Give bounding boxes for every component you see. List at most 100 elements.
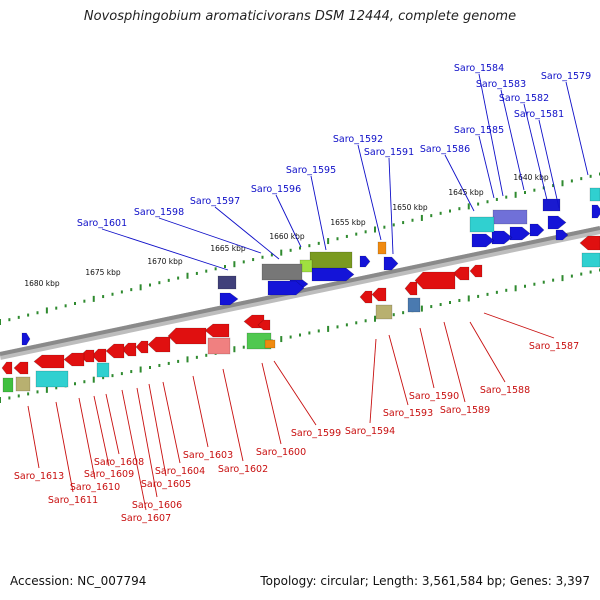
upper-track-tick bbox=[111, 292, 114, 296]
label-leader-line bbox=[78, 397, 96, 480]
reverse-gene-arrow bbox=[105, 343, 125, 359]
gene-label-saro-1595: Saro_1595 bbox=[286, 165, 336, 176]
label-leader-line bbox=[101, 228, 229, 271]
label-leader-line bbox=[443, 321, 466, 403]
upper-track-tick bbox=[186, 272, 189, 279]
label-leader-line bbox=[419, 327, 435, 389]
gene-label-saro-1584: Saro_1584 bbox=[454, 63, 504, 74]
reverse-gene-arrow bbox=[63, 352, 85, 367]
lower-track-tick bbox=[102, 376, 105, 380]
lower-track-tick bbox=[55, 386, 58, 390]
upper-track-tick bbox=[486, 200, 489, 204]
upper-track-tick bbox=[8, 318, 11, 322]
upper-track-tick bbox=[74, 302, 76, 305]
kbp-label: 1650 kbp bbox=[392, 203, 428, 212]
lower-track-tick bbox=[336, 325, 339, 329]
forward-gene-arrow bbox=[491, 230, 513, 245]
gene-label-saro-1597: Saro_1597 bbox=[190, 196, 240, 207]
forward-gene-box bbox=[492, 209, 528, 225]
reverse-gene-arrow bbox=[452, 266, 470, 281]
kbp-label: 1675 kbp bbox=[85, 268, 121, 277]
gene-label-saro-1592: Saro_1592 bbox=[333, 134, 383, 145]
lower-track-tick bbox=[177, 359, 180, 363]
label-leader-line bbox=[105, 393, 120, 455]
forward-gene-arrow bbox=[267, 280, 305, 296]
label-leader-line bbox=[55, 401, 74, 493]
lower-track-tick bbox=[486, 292, 489, 296]
upper-track-tick bbox=[336, 237, 339, 241]
gene-label-saro-1598: Saro_1598 bbox=[134, 207, 184, 218]
gene-label-saro-1583: Saro_1583 bbox=[476, 79, 526, 90]
gene-label-saro-1605: Saro_1605 bbox=[141, 479, 191, 490]
reverse-gene-arrow bbox=[121, 342, 137, 357]
forward-gene-box bbox=[542, 198, 561, 212]
gene-label-saro-1600: Saro_1600 bbox=[256, 447, 306, 458]
gene-label-saro-1586: Saro_1586 bbox=[420, 144, 470, 155]
reverse-gene-arrow bbox=[371, 287, 387, 302]
label-leader-line bbox=[523, 103, 548, 201]
label-leader-line bbox=[388, 334, 409, 406]
lower-track-tick bbox=[205, 353, 208, 357]
reverse-gene-box bbox=[96, 362, 110, 378]
upper-track-tick bbox=[374, 226, 376, 233]
forward-gene-arrow bbox=[509, 226, 531, 241]
label-leader-line bbox=[214, 206, 280, 260]
upper-track-tick bbox=[411, 218, 414, 222]
reverse-gene-arrow bbox=[359, 290, 373, 304]
label-leader-line bbox=[136, 387, 158, 498]
upper-track-tick bbox=[120, 290, 123, 294]
forward-gene-box bbox=[469, 216, 495, 233]
upper-track-tick bbox=[561, 180, 564, 187]
forward-gene-box bbox=[377, 241, 387, 255]
label-leader-line bbox=[444, 154, 475, 212]
lower-track-tick bbox=[355, 321, 358, 325]
label-leader-line bbox=[121, 389, 147, 511]
gene-label-saro-1603: Saro_1603 bbox=[183, 450, 233, 461]
forward-gene-arrow bbox=[591, 204, 600, 219]
gene-label-saro-1596: Saro_1596 bbox=[251, 184, 301, 195]
upper-track-tick bbox=[355, 232, 358, 236]
lower-track-tick bbox=[374, 315, 376, 322]
upper-track-tick bbox=[524, 191, 526, 194]
reverse-gene-arrow bbox=[579, 235, 600, 251]
reverse-gene-box bbox=[264, 339, 276, 349]
upper-track-tick bbox=[420, 214, 423, 221]
upper-track-tick bbox=[477, 202, 480, 206]
lower-track-tick bbox=[149, 366, 151, 369]
reverse-gene-box bbox=[15, 376, 31, 392]
upper-track-tick bbox=[439, 211, 442, 215]
lower-track-tick bbox=[364, 319, 367, 323]
upper-track-tick bbox=[139, 284, 142, 291]
upper-track-tick bbox=[430, 214, 433, 218]
label-leader-line bbox=[158, 217, 262, 254]
reverse-gene-arrow bbox=[147, 336, 171, 353]
lower-track-tick bbox=[45, 386, 48, 393]
lower-track-tick bbox=[402, 311, 405, 315]
lower-track-tick bbox=[514, 285, 517, 292]
upper-track-tick bbox=[467, 203, 470, 210]
reverse-gene-arrow bbox=[414, 271, 456, 290]
gene-label-saro-1601: Saro_1601 bbox=[77, 218, 127, 229]
lower-track-tick bbox=[308, 331, 311, 335]
gene-labels: Saro_1579 Saro_1581 Saro_1582 Saro_1583 Saro… bbox=[14, 63, 591, 524]
label-leader-line bbox=[148, 383, 167, 477]
lower-track-tick bbox=[467, 295, 470, 302]
forward-gene-arrow bbox=[21, 332, 31, 346]
upper-track-tick bbox=[299, 246, 301, 250]
forward-gene-arrow bbox=[471, 233, 495, 248]
lower-track-tick bbox=[327, 325, 330, 332]
lower-track-tick bbox=[130, 370, 133, 374]
gene-label-saro-1608: Saro_1608 bbox=[94, 457, 144, 468]
label-leader-line bbox=[478, 135, 495, 199]
upper-track-tick bbox=[27, 313, 30, 317]
gene-label-saro-1599: Saro_1599 bbox=[291, 428, 341, 439]
gene-label-saro-1587: Saro_1587 bbox=[529, 341, 579, 352]
lower-track-tick bbox=[83, 380, 86, 384]
reverse-gene-box bbox=[207, 337, 231, 355]
reverse-gene-arrow bbox=[135, 340, 149, 354]
forward-gene-arrow bbox=[555, 229, 569, 241]
kbp-label: 1670 kbp bbox=[147, 257, 183, 266]
reverse-gene-arrow bbox=[33, 354, 65, 369]
label-leader-line bbox=[565, 81, 589, 176]
